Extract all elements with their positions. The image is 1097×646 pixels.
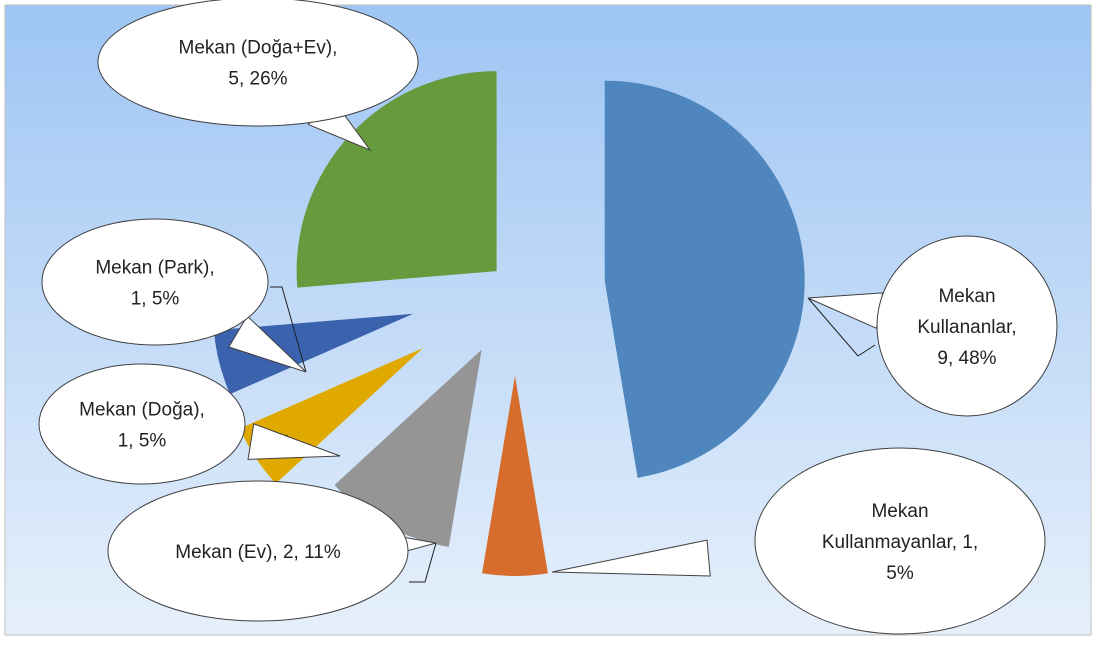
callout-fill <box>109 482 407 620</box>
callout-fill <box>99 0 417 125</box>
data-label: 9, 48% <box>937 348 996 369</box>
data-label: 5, 26% <box>228 69 287 90</box>
data-label: 1, 5% <box>118 431 167 452</box>
callout-pointer <box>551 539 711 577</box>
callout-pointer <box>247 423 341 460</box>
data-label-callout: Mekan (Park), 1, 5% <box>41 218 307 373</box>
data-label: 5% <box>886 563 914 584</box>
data-label: Kullanmayanlar, 1, <box>822 532 978 553</box>
data-label-callout: Mekan Kullanmayanlar, 1, 5% <box>551 447 1046 635</box>
leader-line <box>807 297 876 357</box>
data-label: Mekan (Ev), 2, 11% <box>175 542 341 563</box>
pie-slice-mekan-kullanmayanlar <box>482 376 548 577</box>
pie-slice-mekan-do-a-ev <box>296 71 497 288</box>
data-label-callout: Mekan (Ev), 2, 11% <box>107 480 437 622</box>
data-label: Mekan (Park), <box>95 258 214 279</box>
callout-pointer <box>228 315 307 373</box>
data-label: Kullananlar, <box>917 317 1016 338</box>
data-label: Mekan (Doğa+Ev), <box>179 38 338 59</box>
pie-slice-mekan-ev <box>334 349 482 547</box>
data-label: Mekan <box>871 501 928 522</box>
data-label: Mekan (Doğa), <box>79 400 205 421</box>
callout-fill <box>40 365 244 483</box>
pie-slice-mekan-kullananlar <box>604 80 805 478</box>
leader-line <box>270 286 307 373</box>
data-label: 1, 5% <box>131 289 180 310</box>
data-label-callout: Mekan (Doğa), 1, 5% <box>38 363 341 485</box>
leader-line <box>409 542 437 583</box>
data-label-callout: Mekan (Doğa+Ev), 5, 26% <box>97 0 419 152</box>
callout-fill <box>756 449 1044 633</box>
data-label-callout: Mekan Kullananlar, 9, 48% <box>807 235 1058 417</box>
data-label: Mekan <box>938 286 995 307</box>
callout-fill <box>43 220 267 344</box>
callout-fill <box>878 237 1056 415</box>
